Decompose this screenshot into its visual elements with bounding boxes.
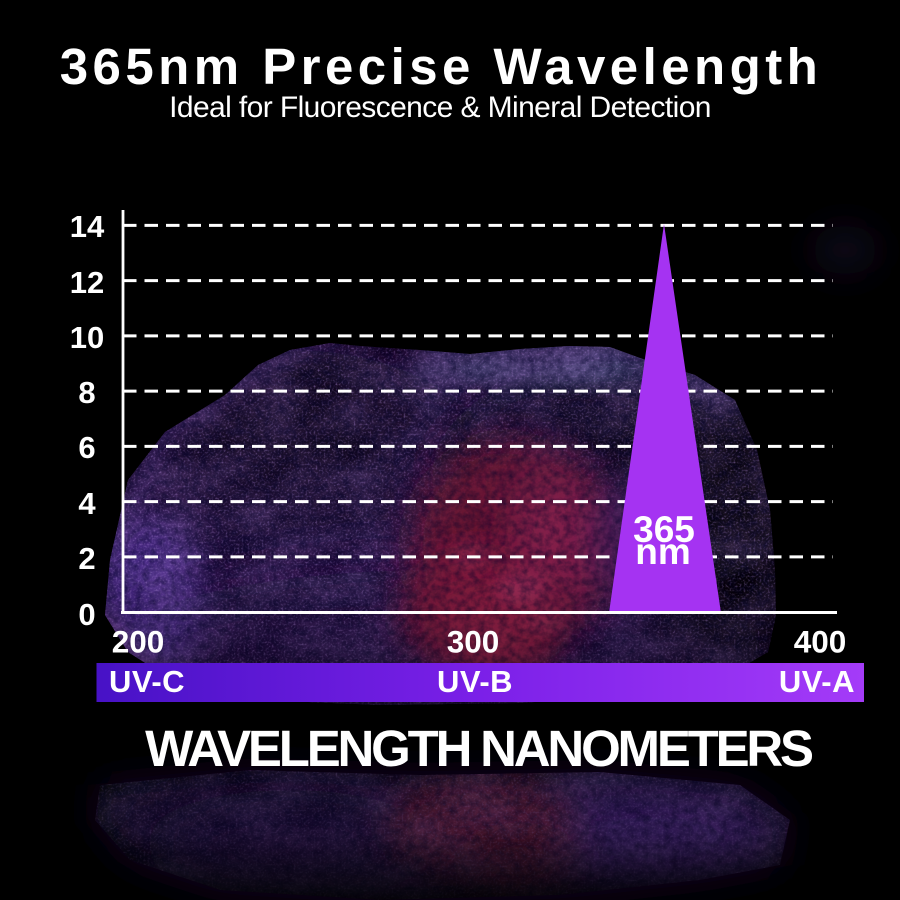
svg-text:nm: nm xyxy=(635,531,691,572)
svg-text:365: 365 xyxy=(633,509,695,550)
